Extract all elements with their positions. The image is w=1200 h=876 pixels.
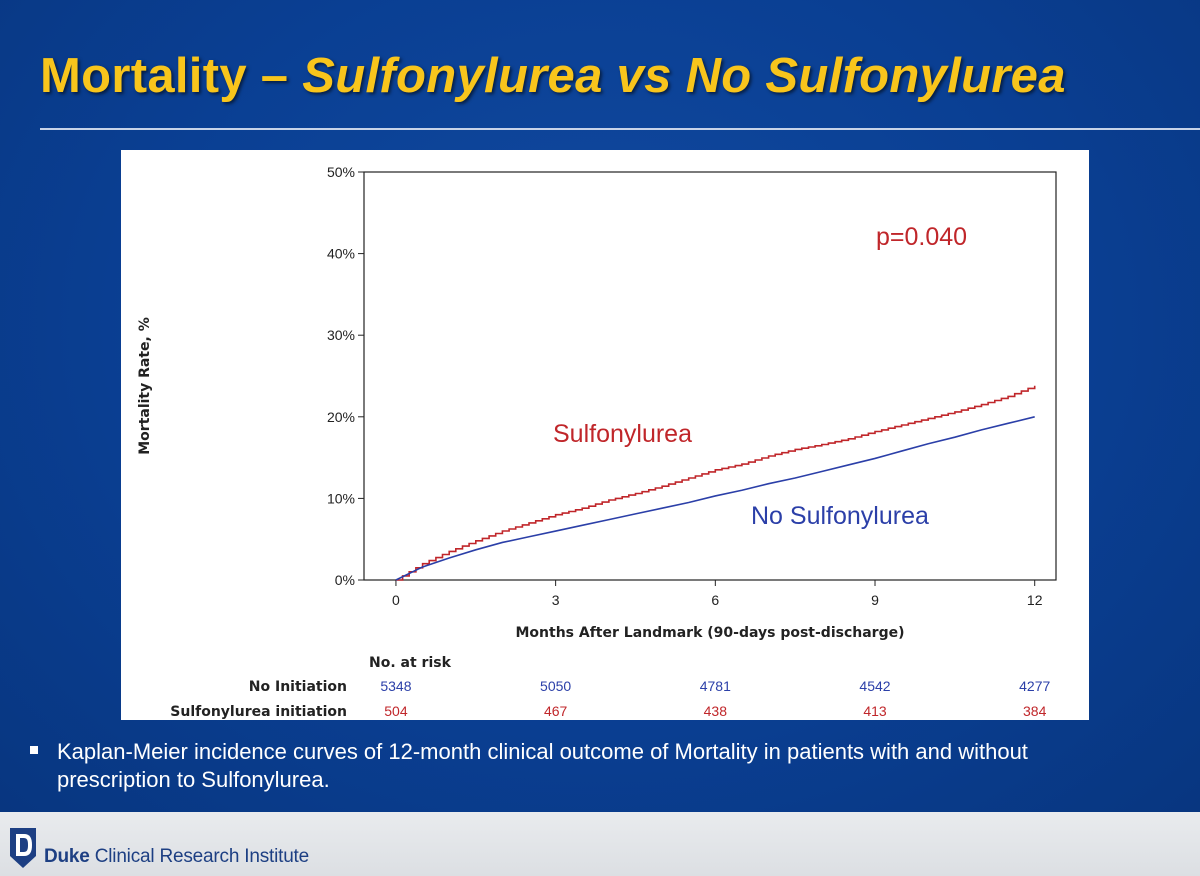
caption-text: Kaplan-Meier incidence curves of 12-mont… [57,739,1028,792]
duke-shield-logo-icon [10,828,36,868]
x-tick-label: 9 [871,592,879,608]
x-axis-label: Months After Landmark (90-days post-disc… [516,625,905,641]
y-tick-label: 40% [327,246,355,262]
risk-value: 4542 [859,678,890,694]
risk-value: 504 [384,703,408,719]
slide-title: Mortality – Sulfonylurea vs No Sulfonylu… [40,48,1180,104]
footer-bar [0,812,1200,876]
series-line-no-sulfonylurea [395,416,1035,581]
risk-value: 5348 [380,678,411,694]
y-tick-label: 30% [327,327,355,343]
title-divider [40,128,1200,130]
series-label-sulfonylurea: Sulfonylurea [553,420,692,448]
risk-table-header: No. at risk [369,655,452,671]
x-tick-label: 12 [1027,592,1043,608]
y-tick-label: 50% [327,164,355,180]
risk-value: 384 [1023,703,1047,719]
x-tick-label: 0 [392,592,400,608]
footer-org-bold: Duke [44,846,90,867]
risk-value: 4781 [700,678,731,694]
y-tick-label: 20% [327,409,355,425]
risk-row-label: Sulfonylurea initiation [170,704,347,720]
km-figure: 0% 10% 20% 30% 40% 50% 0 3 6 9 12 Months After Land… [121,150,1089,720]
y-tick-label: 10% [327,490,355,506]
plot-frame [363,171,1057,581]
y-axis-label: Mortality Rate, % [137,317,153,455]
risk-value: 413 [863,703,887,719]
km-chart: 0% 10% 20% 30% 40% 50% 0 3 6 9 12 Months After Land… [137,164,1057,720]
risk-value: 438 [704,703,728,719]
footer-org-name: Duke Clinical Research Institute [44,846,309,868]
y-tick-label: 0% [335,572,355,588]
bullet-square-icon [30,746,38,754]
title-plain: Mortality – [40,49,303,103]
risk-value: 4277 [1019,678,1050,694]
footer-org-rest: Clinical Research Institute [89,846,310,867]
series-label-no-sulfonylurea: No Sulfonylurea [751,502,929,530]
risk-value: 5050 [540,678,571,694]
risk-row-label: No Initiation [249,679,347,695]
title-italic: Sulfonylurea vs No Sulfonylurea [302,49,1066,103]
x-tick-label: 3 [552,592,560,608]
risk-value: 467 [544,703,568,719]
p-value-annotation: p=0.040 [876,223,967,251]
series-line-sulfonylurea [395,385,1036,581]
x-tick-label: 6 [711,592,719,608]
